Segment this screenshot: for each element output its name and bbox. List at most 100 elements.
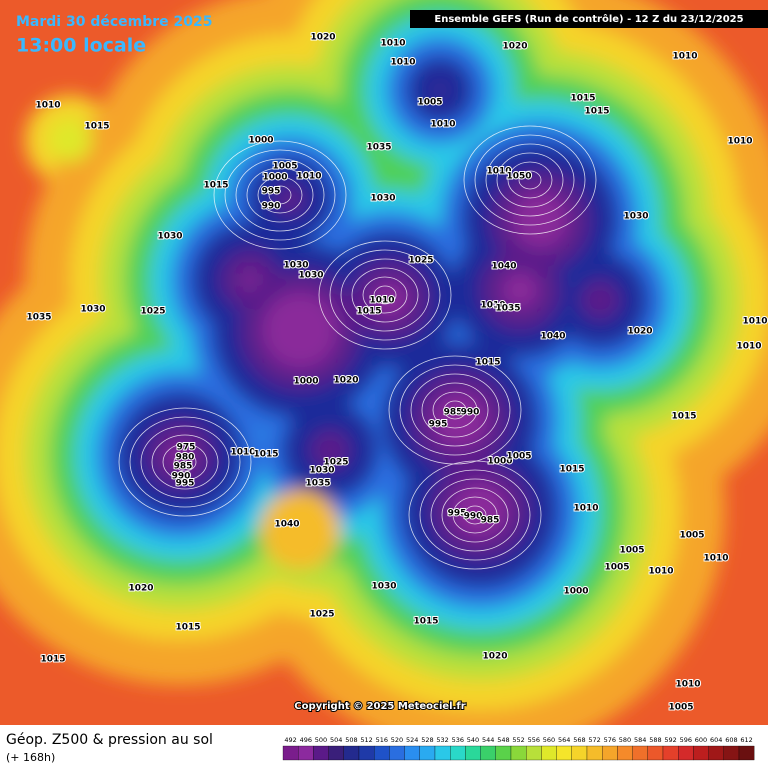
scale-swatch	[571, 745, 588, 761]
scale-swatch	[632, 745, 648, 761]
field-blob	[275, 185, 305, 215]
isobar-line	[162, 443, 208, 481]
scale-swatch	[723, 745, 740, 761]
isobar-label: 1015	[475, 358, 500, 368]
isobar-line	[224, 149, 336, 241]
scale-label: 564	[558, 736, 570, 744]
run-info: Ensemble GEFS (Run de contrôle) - 12 Z d…	[434, 13, 743, 25]
isobar-label: 1020	[128, 584, 153, 594]
isobar-line	[213, 140, 347, 250]
isobar-line	[463, 125, 597, 235]
isobar-line	[496, 152, 564, 208]
isobar-line	[518, 170, 542, 190]
isobar-label: 1010	[390, 58, 415, 68]
field-blob	[262, 292, 338, 368]
isobar-label: 1035	[495, 304, 520, 314]
scale-label: 600	[695, 736, 707, 744]
scale-swatch	[662, 745, 679, 761]
scale-swatch	[343, 745, 360, 761]
isobar-label: 1020	[333, 376, 358, 386]
isobar-line	[140, 425, 230, 499]
isobar-label: 1005	[619, 546, 644, 556]
forecast-date: Mardi 30 décembre 2025	[16, 14, 213, 30]
isobar-label: 1005	[506, 452, 531, 462]
isobar-label: 990	[461, 408, 480, 418]
scale-label: 604	[710, 736, 722, 744]
isobar-line	[430, 478, 520, 552]
map-area	[0, 0, 768, 725]
isobar-label: 1010	[703, 554, 728, 564]
scale-label: 580	[619, 736, 631, 744]
isobar-label: 1030	[80, 305, 105, 315]
scale-swatch	[404, 745, 420, 761]
scale-label: 512	[360, 736, 372, 744]
isobar-label: 1010	[369, 296, 394, 306]
isobar-label: 1010	[727, 137, 752, 147]
isobar-line	[485, 143, 575, 217]
scale-swatch	[328, 745, 344, 761]
isobar-label: 1005	[417, 98, 442, 108]
isobar-label: 985	[444, 408, 463, 418]
isobar-line	[388, 355, 522, 465]
scale-swatch	[374, 745, 390, 761]
isobar-label: 1010	[675, 680, 700, 690]
scale-label: 524	[406, 736, 418, 744]
scale-label: 592	[664, 736, 676, 744]
isobar-label: 1015	[84, 122, 109, 132]
scale-swatch	[480, 745, 496, 761]
scale-label: 608	[725, 736, 737, 744]
isobar-label: 1030	[157, 232, 182, 242]
scale-swatch	[647, 745, 664, 761]
isobar-line	[246, 167, 314, 223]
isobar-label: 1030	[623, 212, 648, 222]
isobar-label: 995	[429, 420, 448, 430]
scale-label: 552	[512, 736, 524, 744]
scale-label: 576	[604, 736, 616, 744]
isobar-label: 1000	[487, 457, 512, 467]
scale-label: 532	[436, 736, 448, 744]
isobar-label: 1015	[356, 307, 381, 317]
field-blob	[432, 392, 488, 448]
scale-label: 556	[528, 736, 540, 744]
isobar-line	[373, 285, 397, 305]
isobar-label: 1015	[175, 623, 200, 633]
copyright: Copyright © 2025 Meteociel.fr	[294, 701, 465, 712]
scale-label: 520	[391, 736, 403, 744]
isobar-label: 1030	[370, 194, 395, 204]
scale-label: 528	[421, 736, 433, 744]
isobar-label: 1015	[570, 94, 595, 104]
isobar-labels: 1020101010101020101010101015100510101015…	[25, 32, 768, 714]
scale-swatch	[526, 745, 542, 761]
scale-label: 596	[680, 736, 692, 744]
isobar-line	[432, 391, 478, 429]
isobar-label: 975	[177, 443, 196, 453]
isobar-label: 1015	[559, 465, 584, 475]
isobar-line	[329, 249, 441, 341]
field-blob	[502, 272, 538, 308]
scale-swatch	[419, 745, 436, 761]
forecast-time: 13:00 locale	[16, 35, 146, 57]
isobar-label: 1010	[672, 52, 697, 62]
isobar-label: 985	[174, 462, 193, 472]
scale-label: 508	[345, 736, 357, 744]
isobar-label: 990	[172, 472, 191, 482]
isobar-label: 1000	[293, 377, 318, 387]
isobar-label: 1000	[563, 587, 588, 597]
isobar-label: 1000	[248, 136, 273, 146]
isobar-label: 1030	[309, 466, 334, 476]
scale-label: 540	[467, 736, 479, 744]
isobar-label: 1015	[203, 181, 228, 191]
height-field	[0, 0, 768, 725]
isobar-label: 1010	[573, 504, 598, 514]
scale-label: 500	[315, 736, 327, 744]
isobar-label: 1040	[540, 332, 565, 342]
isobar-label: 1015	[584, 107, 609, 117]
scale-label: 584	[634, 736, 646, 744]
scale-swatch	[450, 745, 466, 761]
scale-label: 548	[497, 736, 509, 744]
isobar-label: 1030	[298, 271, 323, 281]
isobar-line	[118, 407, 252, 517]
isobar-label: 1005	[679, 531, 704, 541]
isobar-label: 1010	[380, 39, 405, 49]
